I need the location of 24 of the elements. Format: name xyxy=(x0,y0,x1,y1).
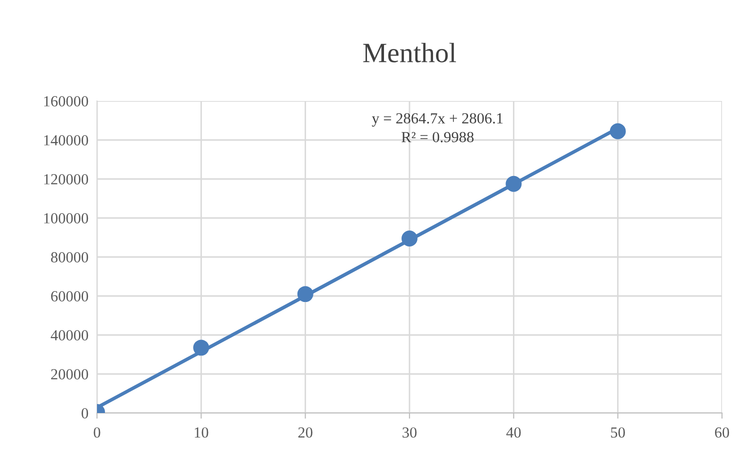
point xyxy=(193,340,210,356)
y-tick-label: 140000 xyxy=(44,135,88,146)
y-tick-label: 160000 xyxy=(44,96,88,106)
x-tick-label: 20 xyxy=(298,427,312,438)
y-tick-label: 120000 xyxy=(44,174,88,184)
x-tick-label: 60 xyxy=(715,427,730,438)
x-tick-label: 10 xyxy=(194,427,208,438)
x-tick-label: 30 xyxy=(402,427,417,438)
y-tick-label: 80000 xyxy=(51,252,88,262)
annotation: R² = 0.9988 xyxy=(402,132,474,142)
y-tick-label: 60000 xyxy=(51,291,88,302)
x-tick-label: 50 xyxy=(611,427,625,438)
y-tick-label: 40000 xyxy=(50,330,88,340)
x-tick-label: 0 xyxy=(94,427,100,438)
x-tick-label: 40 xyxy=(506,427,521,438)
y-tick-label: 100000 xyxy=(44,213,88,224)
chart-title: Menthol xyxy=(363,42,456,62)
point xyxy=(506,176,522,192)
y-tick-label: 0 xyxy=(82,408,88,418)
point xyxy=(297,286,314,302)
annotation: y = 2864.7x + 2806.1 xyxy=(372,113,503,127)
point xyxy=(610,123,626,140)
y-tick-label: 20000 xyxy=(51,369,88,380)
point xyxy=(402,230,418,246)
